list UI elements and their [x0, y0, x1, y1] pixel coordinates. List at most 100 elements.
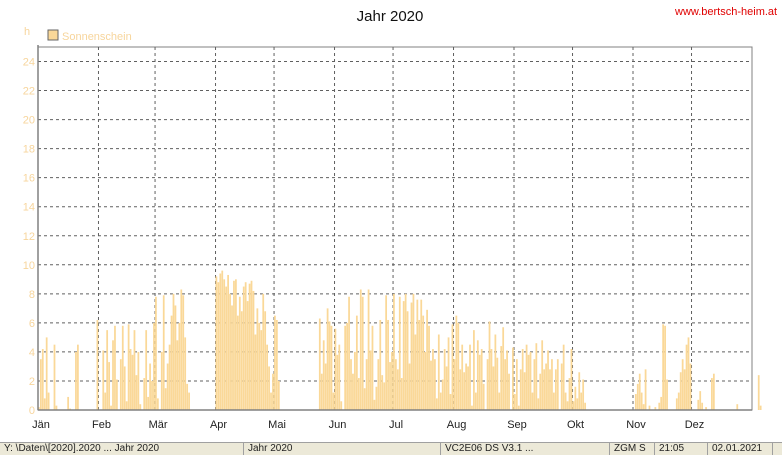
bar — [426, 309, 428, 410]
bar — [496, 357, 499, 410]
bar — [223, 279, 226, 410]
bar — [537, 398, 540, 410]
bar — [662, 324, 665, 410]
bar — [482, 383, 485, 410]
bar — [233, 280, 235, 410]
y-tick-label: 4 — [29, 347, 35, 359]
bar — [445, 366, 448, 410]
x-tick-label: Dez — [685, 419, 705, 431]
bar — [551, 359, 553, 410]
y-tick-label: 10 — [23, 260, 35, 272]
bar — [221, 270, 224, 410]
bar — [697, 399, 700, 410]
bar — [451, 324, 454, 410]
bar — [486, 359, 489, 410]
bar — [420, 299, 423, 410]
bar — [488, 321, 491, 410]
bar — [543, 369, 546, 410]
bar — [500, 346, 503, 410]
bar — [529, 351, 532, 410]
bar — [666, 379, 668, 410]
y-tick-label: 18 — [23, 144, 35, 156]
bar — [55, 405, 58, 410]
bar — [572, 401, 575, 410]
bar — [125, 401, 128, 410]
bar — [471, 405, 473, 410]
bar — [556, 359, 559, 410]
bar — [262, 293, 265, 410]
bar — [759, 405, 762, 410]
bar — [712, 373, 715, 410]
bar — [277, 380, 280, 410]
bar — [379, 319, 382, 410]
bar — [258, 322, 261, 410]
bar — [133, 330, 136, 410]
bar — [324, 363, 327, 410]
bar — [434, 359, 436, 410]
x-tick-label: Mär — [149, 419, 168, 431]
bar — [658, 402, 661, 410]
bar — [102, 350, 105, 410]
bar — [336, 354, 339, 410]
bar — [225, 286, 228, 410]
y-axis-unit: h — [24, 26, 30, 38]
bar — [157, 398, 159, 410]
bar — [162, 295, 165, 410]
bar — [238, 296, 241, 410]
bar — [701, 402, 704, 410]
bar — [160, 351, 163, 410]
bar — [449, 394, 452, 410]
bar — [465, 363, 467, 410]
bar — [457, 322, 460, 410]
grid — [38, 47, 752, 410]
bar — [389, 362, 391, 410]
bar — [235, 279, 237, 410]
bar — [219, 273, 222, 410]
bar — [432, 349, 434, 410]
bar — [402, 301, 405, 410]
bar — [110, 405, 112, 410]
bar — [447, 337, 450, 410]
bar — [644, 369, 647, 410]
site-url-link[interactable]: www.bertsch-heim.at — [674, 6, 777, 18]
bar — [246, 301, 249, 410]
x-tick-label: Jän — [32, 419, 50, 431]
bar — [123, 366, 126, 410]
bar — [562, 344, 565, 410]
y-tick-label: 6 — [29, 318, 35, 330]
bar — [354, 351, 356, 410]
bar — [244, 282, 247, 410]
bar — [166, 363, 169, 410]
bar — [467, 366, 469, 410]
bar — [252, 290, 255, 410]
bar — [463, 372, 466, 410]
status-cell-time: 21:05 — [655, 443, 708, 455]
bar — [422, 315, 425, 410]
bar — [553, 392, 555, 410]
bar — [521, 349, 524, 410]
bar — [137, 351, 140, 410]
bar — [636, 383, 639, 410]
bar — [474, 392, 477, 410]
bar — [687, 337, 690, 410]
bar — [523, 372, 526, 410]
y-tick-label: 16 — [23, 173, 35, 185]
x-tick-label: Jul — [389, 419, 403, 431]
bar — [215, 276, 218, 410]
bar — [75, 351, 77, 410]
x-tick-label: Aug — [447, 419, 467, 431]
bar — [424, 351, 427, 410]
bar — [250, 280, 253, 410]
bar — [476, 340, 479, 410]
bar — [473, 330, 475, 410]
bar — [568, 378, 571, 410]
bar — [264, 311, 267, 410]
bar — [584, 402, 586, 410]
bar — [515, 359, 518, 410]
status-cell-date: 02.01.2021 — [708, 443, 773, 455]
bar — [683, 369, 686, 410]
bar — [67, 396, 70, 410]
x-tick-label: Mai — [268, 419, 286, 431]
bar — [582, 379, 585, 410]
y-tick-label: 12 — [23, 231, 35, 243]
